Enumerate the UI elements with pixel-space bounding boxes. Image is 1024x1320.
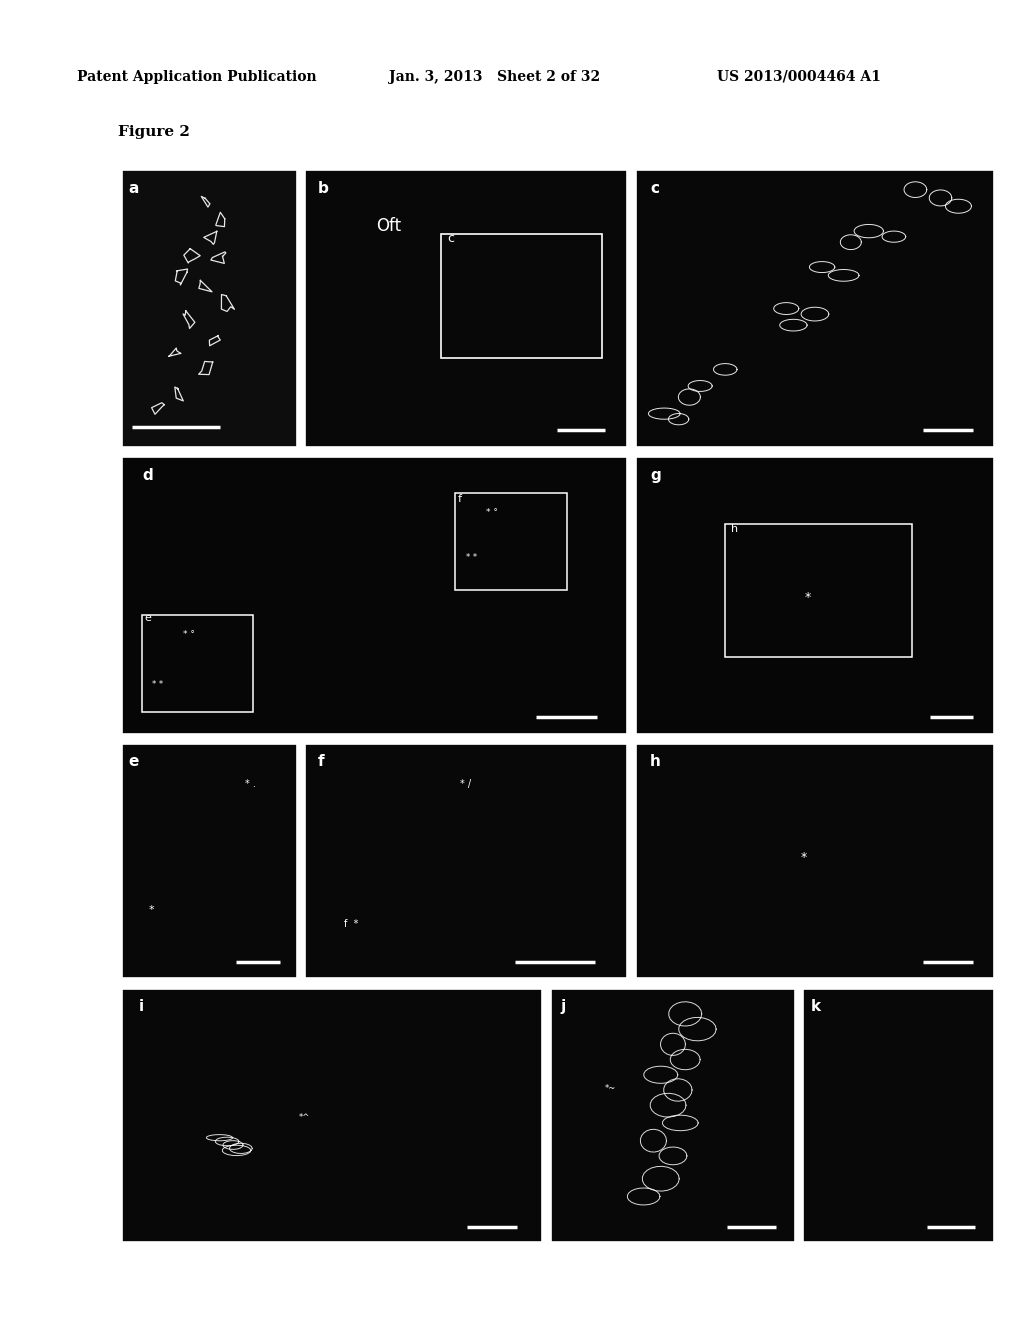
Text: *: * <box>148 904 154 915</box>
Text: e: e <box>129 754 139 768</box>
Text: b: b <box>318 181 329 197</box>
Text: j: j <box>560 999 565 1014</box>
Text: k: k <box>811 999 821 1014</box>
Text: Oft: Oft <box>376 216 401 235</box>
Text: e: e <box>144 612 152 623</box>
Text: * .: * . <box>245 779 255 788</box>
Text: h: h <box>650 754 660 768</box>
Text: * °: * ° <box>182 630 195 639</box>
Text: i: i <box>138 999 143 1014</box>
Bar <box>456 494 566 590</box>
Text: Figure 2: Figure 2 <box>118 125 189 139</box>
Text: * *: * * <box>466 553 477 562</box>
Text: *^: *^ <box>299 1113 310 1122</box>
Text: * °: * ° <box>485 508 498 517</box>
Text: a: a <box>129 181 139 197</box>
Text: f  *: f * <box>344 919 358 928</box>
Text: Jan. 3, 2013   Sheet 2 of 32: Jan. 3, 2013 Sheet 2 of 32 <box>389 70 600 83</box>
Text: g: g <box>650 469 660 483</box>
Text: c: c <box>650 181 658 197</box>
Text: h: h <box>731 524 737 535</box>
Bar <box>725 524 911 656</box>
Text: Patent Application Publication: Patent Application Publication <box>77 70 316 83</box>
Text: f: f <box>458 494 462 504</box>
Text: *~: *~ <box>604 1082 615 1092</box>
Text: US 2013/0004464 A1: US 2013/0004464 A1 <box>717 70 881 83</box>
Text: *: * <box>804 591 810 605</box>
Text: d: d <box>142 469 153 483</box>
Text: c: c <box>447 232 454 246</box>
Bar <box>142 615 253 711</box>
Text: f: f <box>318 754 325 768</box>
Text: * /: * / <box>460 779 471 788</box>
Text: *: * <box>801 851 807 865</box>
Bar <box>440 234 602 358</box>
Text: * *: * * <box>153 680 163 689</box>
